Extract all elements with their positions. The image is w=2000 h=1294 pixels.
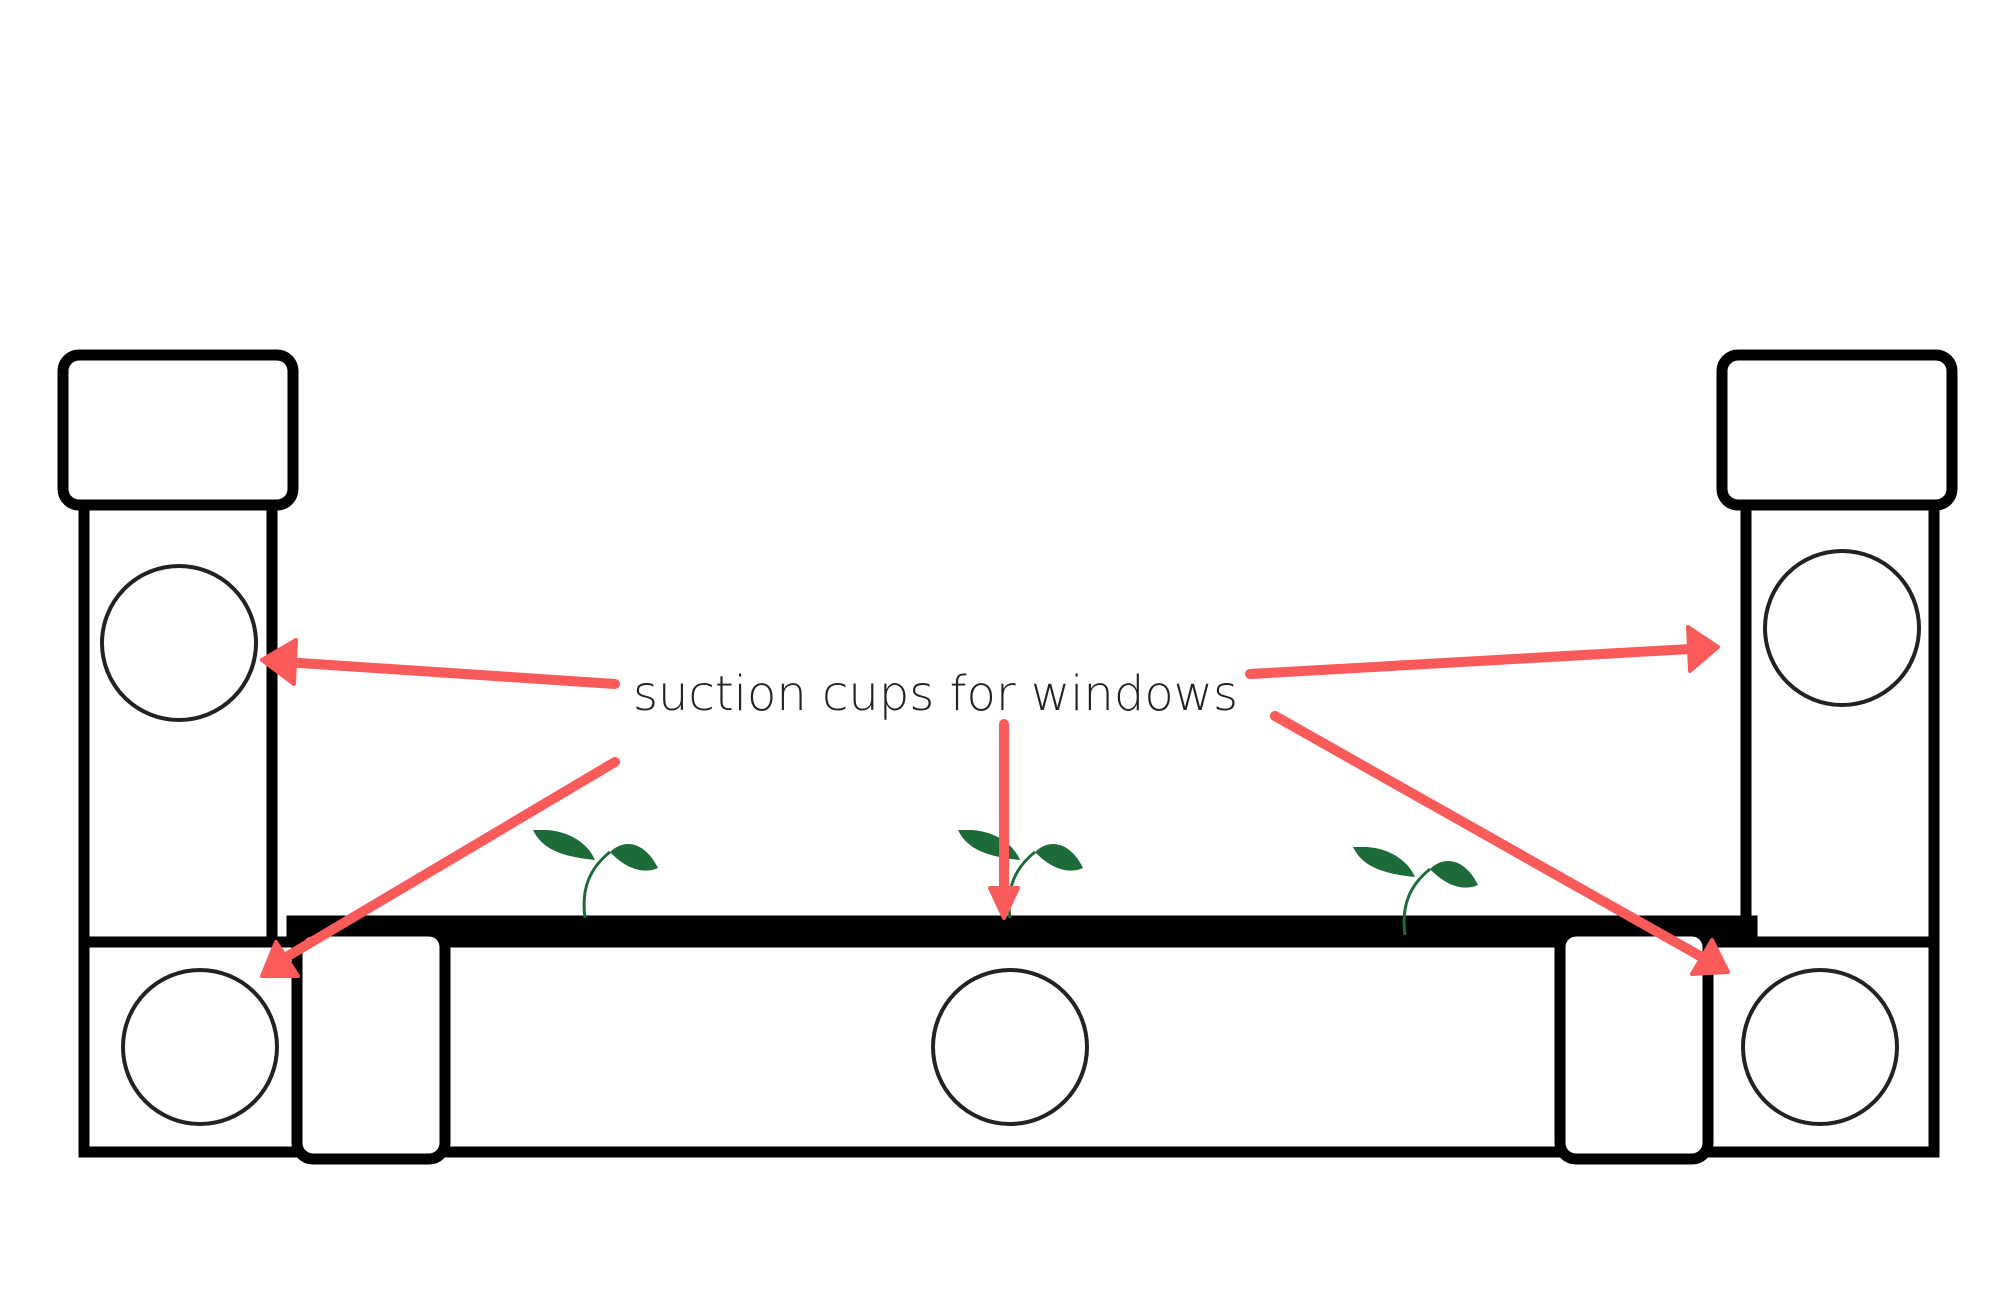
sprout-icon xyxy=(1353,847,1478,936)
right-connector xyxy=(1554,925,1714,1165)
left-connector xyxy=(291,925,451,1165)
suction-cup-left-post xyxy=(100,564,258,722)
arrow-icon xyxy=(260,757,620,978)
arrows xyxy=(260,625,1730,978)
left-post-cap xyxy=(57,349,299,511)
suction-cup-base-right xyxy=(1741,968,1899,1126)
arrow-icon xyxy=(1270,711,1730,976)
right-post-cap xyxy=(1716,349,1958,511)
suction-cup-base-left xyxy=(121,968,279,1126)
suction-cup-base-center xyxy=(931,968,1089,1126)
sprout-icon xyxy=(958,830,1083,919)
suction-cup-right-post xyxy=(1763,549,1921,707)
base-top-rail xyxy=(286,915,1758,937)
sprout-icon xyxy=(533,830,658,919)
arrow-icon xyxy=(1245,625,1720,679)
diagram-label: suction cups for windows xyxy=(633,666,1238,722)
arrow-icon xyxy=(988,719,1020,920)
suction-cups xyxy=(100,549,1921,1126)
arrow-icon xyxy=(260,638,620,689)
